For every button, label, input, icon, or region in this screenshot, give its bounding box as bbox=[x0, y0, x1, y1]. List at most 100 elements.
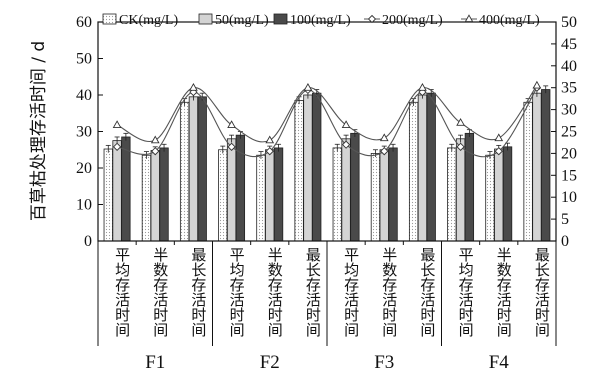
legend-label: 100(mg/L) bbox=[290, 13, 351, 28]
left-tick-label: 20 bbox=[76, 160, 92, 177]
bar bbox=[265, 149, 275, 242]
bar bbox=[341, 138, 351, 242]
bar bbox=[218, 149, 228, 242]
legend-swatch bbox=[198, 13, 213, 25]
category-label: 半数存活时间 bbox=[380, 247, 398, 338]
left-tick-label: 50 bbox=[76, 51, 92, 68]
bar bbox=[112, 140, 122, 242]
triangle-marker bbox=[189, 82, 198, 91]
left-tick-label: 10 bbox=[76, 197, 92, 214]
bar bbox=[197, 96, 207, 242]
triangle-marker bbox=[303, 82, 313, 91]
diamond-marker bbox=[494, 147, 503, 156]
bar bbox=[464, 132, 475, 242]
triangle-marker bbox=[265, 135, 275, 144]
bar bbox=[121, 136, 131, 242]
category-label: 平均存活时间 bbox=[342, 247, 360, 338]
legend-triangle-marker bbox=[464, 14, 474, 23]
diamond-marker bbox=[456, 142, 465, 151]
bar bbox=[426, 92, 436, 242]
category-label: 半数存活时间 bbox=[151, 247, 169, 338]
triangle-marker bbox=[379, 133, 389, 142]
bar bbox=[303, 94, 313, 242]
line-layer bbox=[112, 80, 542, 158]
triangle-marker bbox=[456, 118, 465, 126]
right-tick-label: 35 bbox=[561, 80, 577, 97]
left-tick-label: 60 bbox=[76, 14, 92, 31]
bar bbox=[447, 147, 457, 242]
bar bbox=[494, 148, 504, 242]
bar bbox=[312, 92, 322, 242]
right-tick-label: 5 bbox=[561, 211, 569, 228]
triangle-marker bbox=[227, 120, 236, 128]
right-tick-label: 30 bbox=[561, 102, 577, 119]
legend-label: 400(mg/L) bbox=[479, 13, 540, 28]
right-tick-label: 0 bbox=[561, 233, 569, 250]
bar bbox=[541, 89, 551, 242]
diamond-marker bbox=[380, 147, 389, 156]
bar bbox=[417, 94, 428, 242]
bar bbox=[188, 96, 199, 242]
legend-label: 200(mg/L) bbox=[382, 13, 443, 28]
group-label: F2 bbox=[260, 352, 280, 372]
bar bbox=[485, 154, 495, 242]
legend-swatch bbox=[273, 13, 288, 25]
legend-swatch bbox=[102, 13, 117, 25]
category-label: 最长存活时间 bbox=[533, 247, 551, 338]
right-tick-label: 20 bbox=[561, 145, 577, 162]
bar bbox=[226, 138, 237, 242]
group-label: F4 bbox=[489, 352, 510, 372]
bar bbox=[388, 147, 398, 242]
triangle-marker bbox=[341, 120, 351, 128]
bar bbox=[455, 138, 466, 242]
diamond-marker bbox=[265, 147, 274, 156]
triangle-marker bbox=[532, 80, 542, 89]
bar bbox=[273, 147, 284, 242]
bar bbox=[256, 154, 266, 242]
triangle-marker bbox=[150, 135, 160, 144]
bar bbox=[379, 149, 389, 242]
legend-label: CK(mg/L) bbox=[119, 13, 178, 28]
right-tick-label: 15 bbox=[561, 167, 577, 184]
category-label: 平均存活时间 bbox=[228, 247, 246, 338]
diamond-marker bbox=[151, 147, 160, 156]
triangle-marker bbox=[418, 82, 427, 91]
category-label: 半数存活时间 bbox=[266, 247, 284, 338]
right-tick-label: 45 bbox=[561, 36, 577, 53]
group-label: F3 bbox=[374, 352, 394, 372]
category-label: 平均存活时间 bbox=[457, 247, 475, 338]
bar bbox=[103, 148, 113, 242]
bar bbox=[294, 100, 304, 242]
legend-label: 50(mg/L) bbox=[215, 13, 269, 28]
bar bbox=[408, 101, 419, 242]
right-tick-label: 25 bbox=[561, 124, 577, 141]
legend: CK(mg/L) 50(mg/L) 100(mg/L) 200(mg/L) 400(mg… bbox=[102, 13, 540, 28]
bar bbox=[370, 152, 381, 242]
diamond-marker bbox=[341, 140, 351, 149]
left-tick-label: 30 bbox=[76, 124, 92, 141]
category-label: 半数存活时间 bbox=[495, 247, 513, 338]
y-axis-title: 百草枯处理存活时间 / d bbox=[29, 41, 49, 221]
bar bbox=[502, 146, 513, 242]
category-label: 最长存活时间 bbox=[189, 247, 207, 338]
legend-diamond-marker bbox=[367, 14, 377, 24]
left-tick-label: 0 bbox=[84, 233, 92, 250]
diamond-marker bbox=[227, 142, 236, 151]
right-tick-label: 10 bbox=[561, 189, 577, 206]
bar bbox=[523, 101, 533, 242]
bar bbox=[332, 147, 342, 242]
category-label: 最长存活时间 bbox=[304, 247, 322, 338]
right-tick-label: 40 bbox=[561, 58, 577, 75]
left-tick-label: 40 bbox=[76, 87, 92, 104]
group-label: F1 bbox=[145, 352, 165, 372]
bar bbox=[141, 154, 152, 242]
triangle-marker bbox=[112, 120, 122, 128]
category-label: 平均存活时间 bbox=[113, 247, 131, 338]
bar bbox=[150, 150, 160, 242]
triangle-marker bbox=[494, 133, 504, 142]
diamond-marker bbox=[112, 142, 122, 151]
bar bbox=[179, 101, 190, 242]
series-line bbox=[116, 85, 538, 143]
bar-layer bbox=[103, 85, 551, 242]
